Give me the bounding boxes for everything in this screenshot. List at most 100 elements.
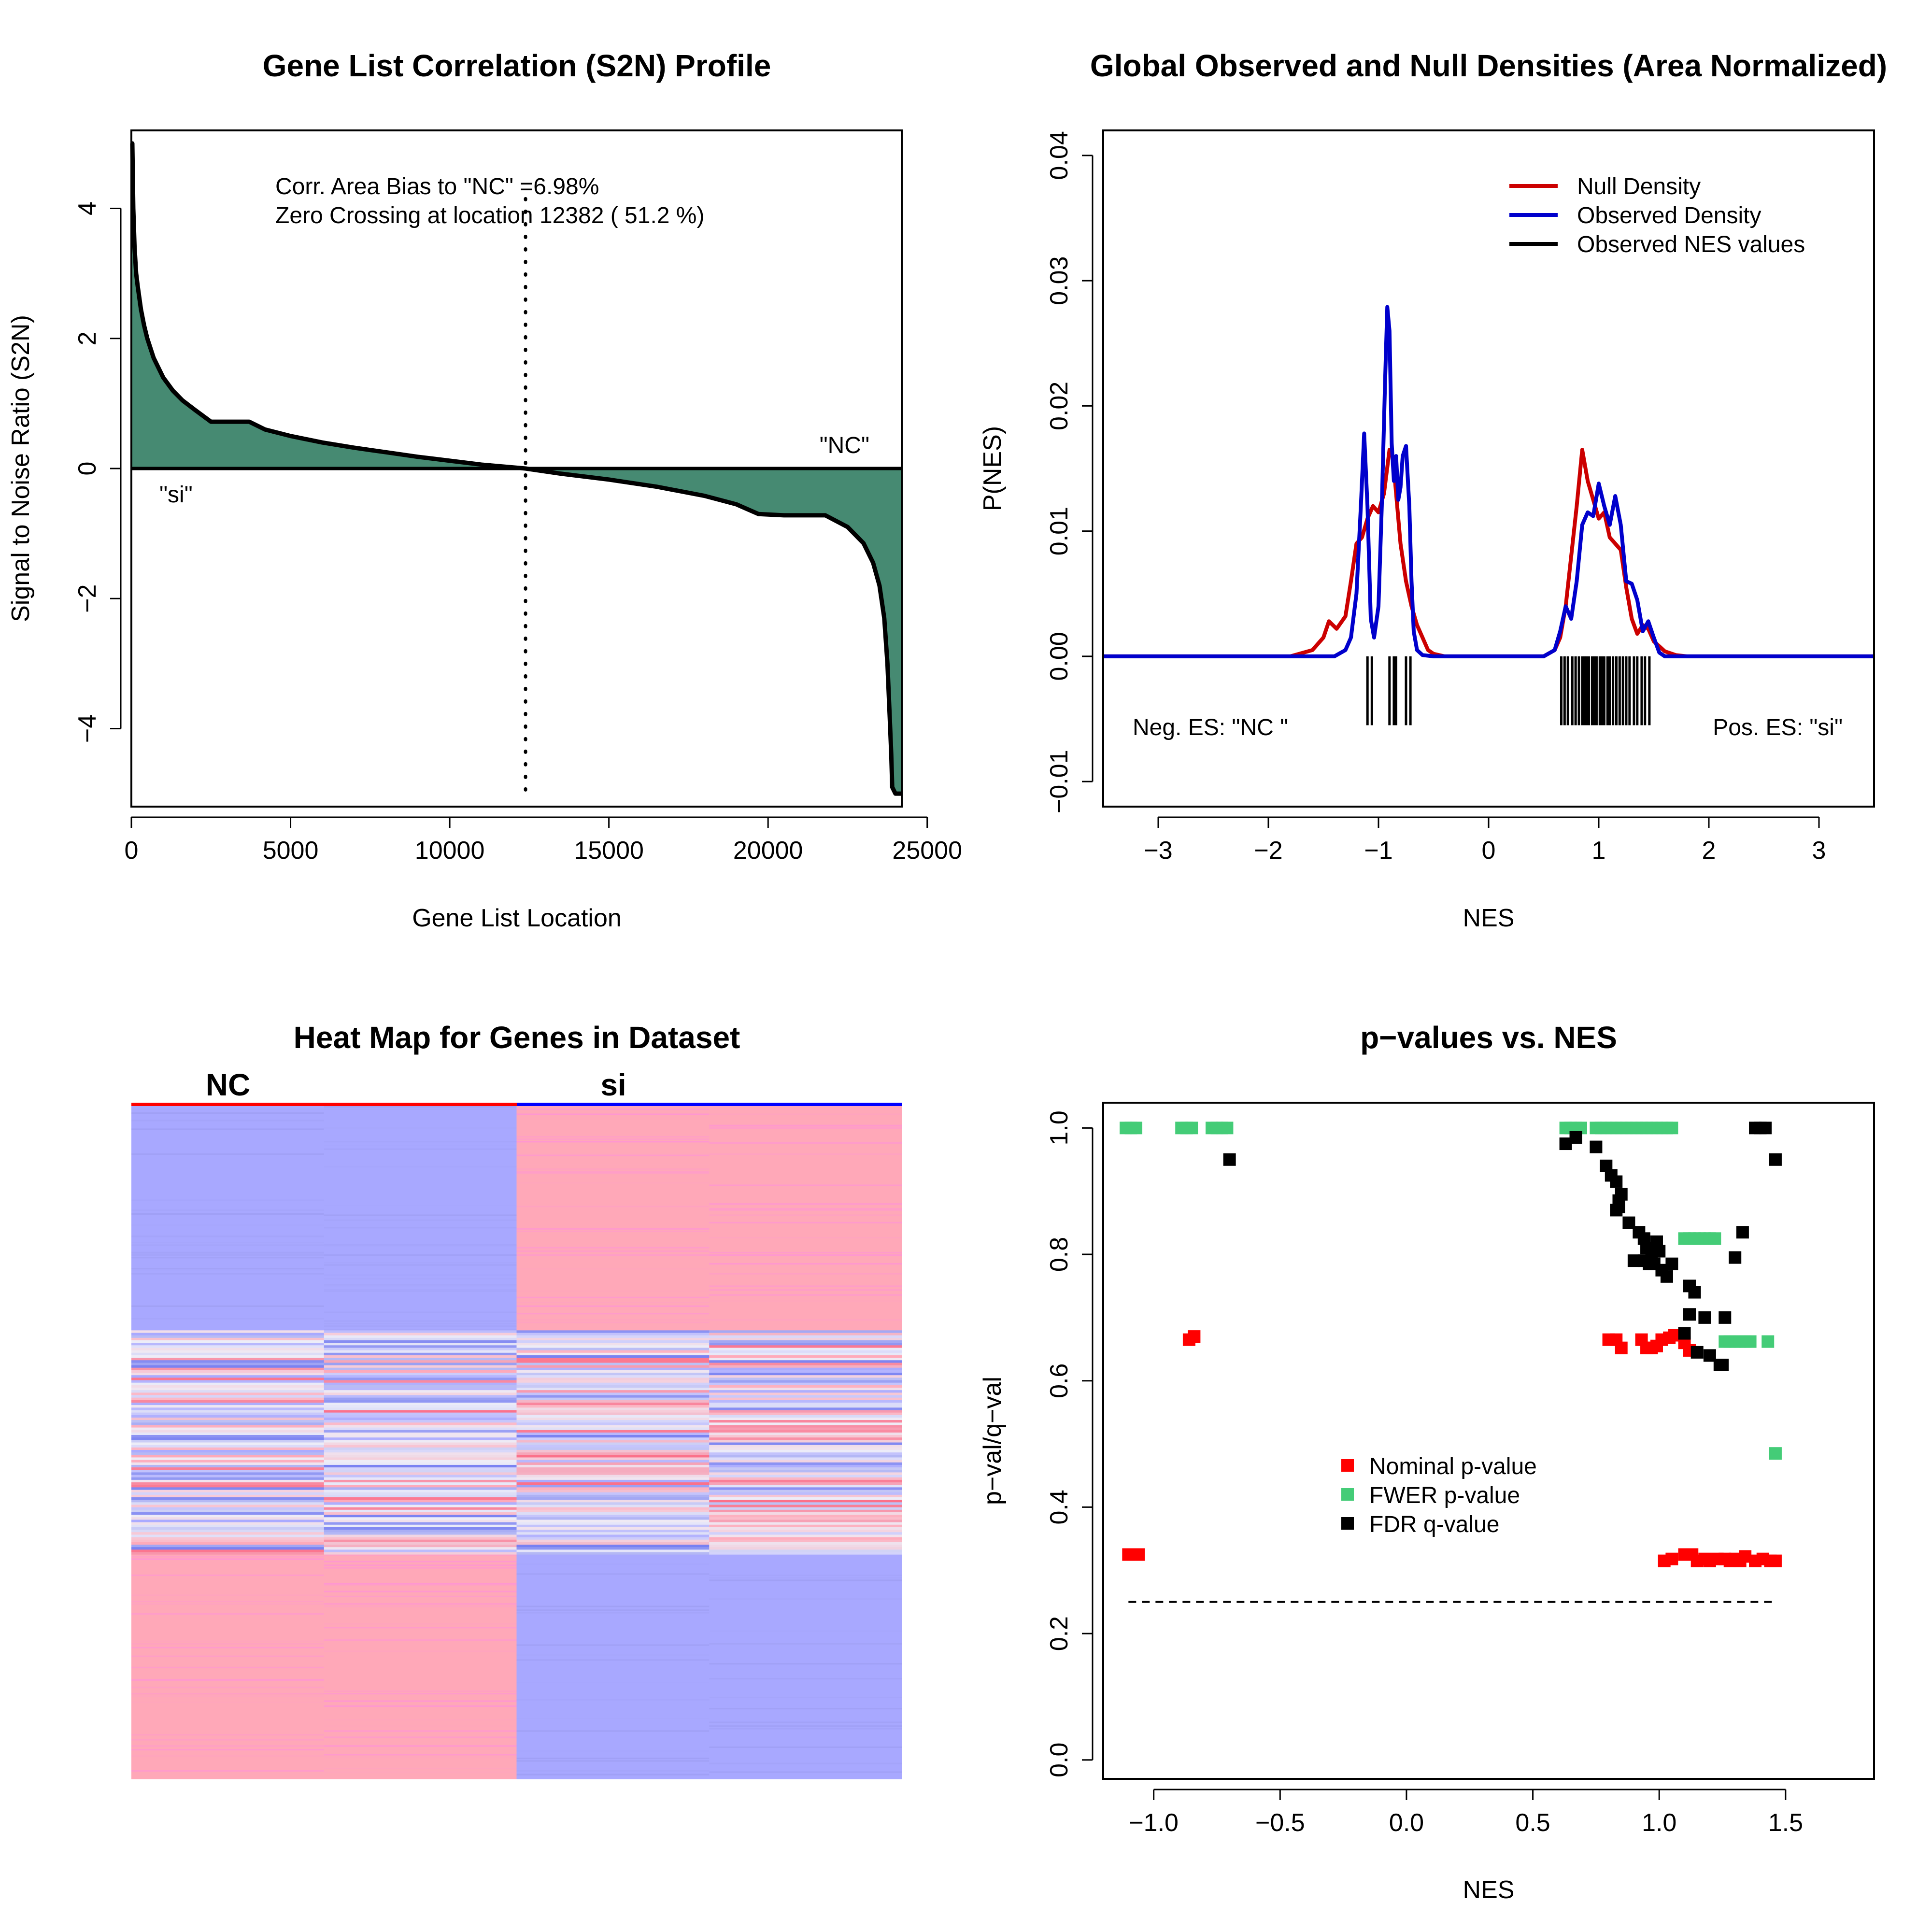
heatmap-cell: [324, 1479, 517, 1483]
heatmap-cell: [709, 1509, 902, 1513]
heatmap-cell: [709, 1505, 902, 1508]
heatmap-cell: [324, 1285, 517, 1287]
heatmap-cell: [324, 1539, 517, 1543]
heatmap-cell: [516, 1373, 710, 1376]
pvalues-axes: −1.0 −0.5 0.0 0.5 1.0 1.5 0.0 0.2 0.4 0.6 0.8 1.0: [1045, 1110, 1803, 1837]
heatmap-cell: [516, 1530, 710, 1533]
heatmap-cell: [131, 1392, 325, 1395]
heatmap-cell: [516, 1699, 710, 1701]
heatmap-cell: [709, 1285, 902, 1287]
heatmap-cell: [324, 1400, 517, 1403]
densities-y-tick-label: 0.04: [1045, 131, 1073, 180]
heatmap-cell: [324, 1415, 517, 1418]
s2n-si-end-label: "si": [159, 482, 193, 508]
heatmap-cell: [324, 1457, 517, 1461]
heatmap-cell: [131, 1244, 325, 1246]
heatmap-cell: [131, 1199, 325, 1201]
heatmap-cell: [516, 1654, 710, 1656]
nominal-p-point: [1769, 1554, 1782, 1567]
heatmap-cell: [516, 1532, 710, 1535]
s2n-zero-crossing-annotation: Zero Crossing at location 12382 ( 51.2 %…: [275, 203, 704, 228]
heatmap-cell: [516, 1313, 710, 1315]
heatmap-cell: [131, 1542, 325, 1545]
heatmap-cell: [516, 1172, 710, 1174]
fwer-p-point: [1221, 1122, 1234, 1135]
s2n-profile-title: Gene List Correlation (S2N) Profile: [263, 48, 771, 83]
heatmap-cell: [516, 1573, 710, 1575]
heatmap-cell: [324, 1497, 517, 1500]
heatmap-cell: [131, 1613, 325, 1615]
heatmap-cell: [131, 1574, 325, 1577]
heatmap-cell: [324, 1219, 517, 1221]
heatmap-cell: [516, 1141, 710, 1143]
heatmap-cell: [516, 1410, 710, 1413]
heatmap-cell: [516, 1497, 710, 1500]
fdr-q-point: [1716, 1358, 1729, 1371]
densities-y-tick-label: −0.01: [1045, 750, 1073, 813]
heatmap-cell: [709, 1345, 902, 1348]
fdr-q-point: [1612, 1200, 1625, 1213]
legend-nominal-p-label: Nominal p-value: [1369, 1454, 1537, 1479]
heatmap-cell: [516, 1447, 710, 1450]
heatmap-cell: [709, 1534, 902, 1538]
heatmap-cell: [324, 1719, 517, 1721]
null-density-curve: [1103, 448, 1874, 658]
heatmap-cell: [709, 1502, 902, 1505]
heatmap-cell: [324, 1320, 517, 1322]
heatmap-cell: [131, 1586, 325, 1588]
heatmap-cell: [131, 1402, 325, 1406]
heatmap-cell: [516, 1435, 710, 1438]
heatmap-cell: [516, 1758, 710, 1760]
heatmap-cell: [709, 1631, 902, 1633]
heatmap-cell: [324, 1330, 517, 1333]
heatmap-cell: [709, 1725, 902, 1727]
heatmap-cell: [324, 1214, 517, 1216]
heatmap-cell: [324, 1425, 517, 1428]
heatmap-cell: [709, 1273, 902, 1275]
heatmap-cell: [131, 1390, 325, 1393]
heatmap-cell: [709, 1776, 902, 1778]
heatmap-cell: [516, 1554, 710, 1779]
heatmap-cell: [709, 1475, 902, 1478]
heatmap-cell: [516, 1773, 710, 1775]
heatmap-cell: [131, 1112, 325, 1114]
heatmap-cell: [516, 1442, 710, 1446]
heatmap-cell: [516, 1609, 710, 1611]
heatmap-cell: [516, 1363, 710, 1366]
heatmap-cell: [131, 1517, 325, 1520]
heatmap-cell: [709, 1412, 902, 1416]
heatmap-cell: [516, 1774, 710, 1776]
heatmap-cell: [324, 1144, 517, 1147]
heatmap-cell: [324, 1545, 517, 1548]
heatmap-cell: [516, 1182, 710, 1184]
heatmap-cell: [131, 1545, 325, 1548]
heatmap-cell: [324, 1745, 517, 1747]
heatmap-cell: [516, 1512, 710, 1515]
heatmap-cell: [324, 1534, 517, 1538]
heatmap-cell: [516, 1539, 710, 1543]
pvalues-x-tick-label: 1.0: [1642, 1809, 1676, 1837]
heatmap-cell: [324, 1515, 517, 1518]
heatmap-cell: [324, 1522, 517, 1525]
heatmap-cell: [131, 1236, 325, 1237]
heatmap-cell: [516, 1552, 710, 1555]
heatmap-cell: [324, 1329, 517, 1331]
heatmap-cell: [709, 1515, 902, 1518]
heatmap-cell: [324, 1427, 517, 1431]
heatmap-cell: [324, 1705, 517, 1707]
heatmap-cell: [131, 1378, 325, 1381]
densities-x-tick-label: 2: [1702, 837, 1716, 865]
heatmap-cell: [131, 1693, 325, 1695]
heatmap-cell: [324, 1502, 517, 1505]
heatmap-cell: [709, 1554, 902, 1779]
heatmap-cell: [131, 1695, 325, 1697]
heatmap-cell: [324, 1583, 517, 1585]
heatmap-cell: [709, 1460, 902, 1463]
s2n-profile-axes: 0 5000 10000 15000 20000 25000 −4 −2 0 2 4: [73, 201, 962, 865]
heatmap-cell: [131, 1603, 325, 1605]
heatmap-cell: [324, 1494, 517, 1498]
heatmap-cell: [709, 1330, 902, 1333]
heatmap-cell: [324, 1148, 517, 1150]
densities-y-axis-label: P(NES): [979, 426, 1007, 511]
